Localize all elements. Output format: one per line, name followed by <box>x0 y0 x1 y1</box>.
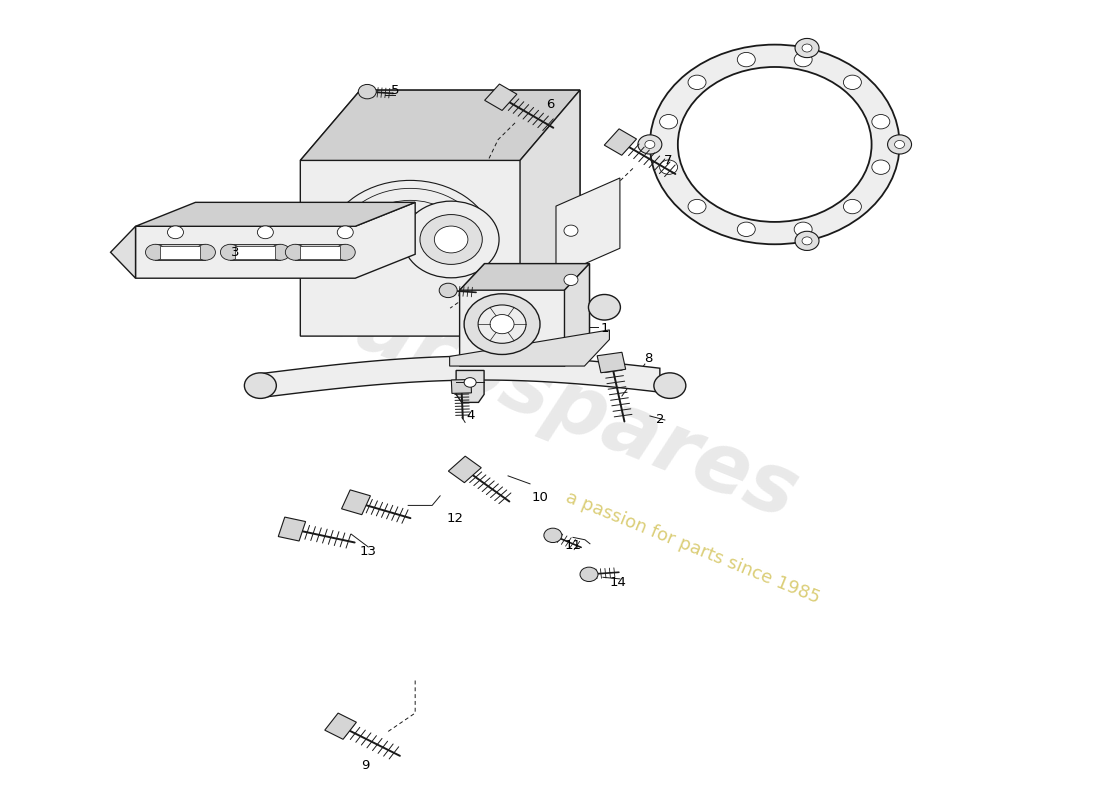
Circle shape <box>420 214 482 264</box>
Text: 13: 13 <box>360 546 376 558</box>
Circle shape <box>894 141 904 149</box>
Text: 5: 5 <box>390 85 399 98</box>
Text: 11: 11 <box>564 539 582 552</box>
Circle shape <box>888 135 912 154</box>
Text: 9: 9 <box>361 759 370 772</box>
Circle shape <box>645 141 654 149</box>
Circle shape <box>660 114 678 129</box>
Text: 4: 4 <box>466 410 474 422</box>
Polygon shape <box>135 202 415 278</box>
Polygon shape <box>235 246 275 258</box>
Text: 12: 12 <box>447 512 463 525</box>
Circle shape <box>653 373 685 398</box>
Text: 8: 8 <box>644 352 652 365</box>
Text: 2: 2 <box>656 414 664 426</box>
Circle shape <box>244 373 276 398</box>
Circle shape <box>737 222 756 237</box>
Polygon shape <box>460 264 590 290</box>
Polygon shape <box>604 129 637 155</box>
Circle shape <box>491 314 514 334</box>
Circle shape <box>794 53 812 66</box>
Circle shape <box>338 226 353 238</box>
Circle shape <box>737 53 756 66</box>
Text: 10: 10 <box>531 491 549 504</box>
Circle shape <box>660 160 678 174</box>
Circle shape <box>588 294 620 320</box>
Circle shape <box>802 237 812 245</box>
Circle shape <box>844 75 861 90</box>
Polygon shape <box>485 84 517 110</box>
Circle shape <box>688 75 706 90</box>
Polygon shape <box>342 490 371 514</box>
Polygon shape <box>456 370 484 402</box>
Polygon shape <box>449 456 481 482</box>
Circle shape <box>872 114 890 129</box>
Polygon shape <box>230 244 280 260</box>
Circle shape <box>564 225 578 236</box>
Polygon shape <box>135 202 415 226</box>
Circle shape <box>638 135 662 154</box>
Polygon shape <box>155 244 206 260</box>
Circle shape <box>167 226 184 238</box>
Polygon shape <box>460 264 590 366</box>
Polygon shape <box>451 379 472 394</box>
Text: 14: 14 <box>609 575 626 589</box>
Circle shape <box>688 199 706 214</box>
Polygon shape <box>161 246 200 258</box>
Circle shape <box>464 378 476 387</box>
Circle shape <box>220 244 241 260</box>
Circle shape <box>543 528 562 542</box>
Polygon shape <box>295 244 345 260</box>
Circle shape <box>678 67 871 222</box>
Polygon shape <box>261 356 660 398</box>
Circle shape <box>650 45 900 244</box>
Circle shape <box>257 226 273 238</box>
Text: 1: 1 <box>601 322 609 334</box>
Circle shape <box>478 305 526 343</box>
Circle shape <box>196 244 216 260</box>
Circle shape <box>464 294 540 354</box>
Circle shape <box>564 274 578 286</box>
Polygon shape <box>278 517 306 541</box>
Polygon shape <box>300 90 580 161</box>
Polygon shape <box>111 226 135 278</box>
Polygon shape <box>300 90 580 336</box>
Text: 7: 7 <box>663 154 672 167</box>
Circle shape <box>872 160 890 174</box>
Circle shape <box>336 244 355 260</box>
Circle shape <box>439 283 458 298</box>
Polygon shape <box>450 330 609 366</box>
Polygon shape <box>556 178 620 276</box>
Polygon shape <box>324 713 356 739</box>
Text: 3: 3 <box>231 246 240 258</box>
Circle shape <box>271 244 290 260</box>
Polygon shape <box>300 246 340 258</box>
Circle shape <box>795 231 820 250</box>
Circle shape <box>359 85 376 99</box>
Circle shape <box>580 567 598 582</box>
Circle shape <box>844 199 861 214</box>
Circle shape <box>285 244 306 260</box>
Circle shape <box>434 226 468 253</box>
Text: eurospares: eurospares <box>290 264 810 536</box>
Text: a passion for parts since 1985: a passion for parts since 1985 <box>563 488 823 607</box>
Circle shape <box>794 222 812 237</box>
Circle shape <box>145 244 165 260</box>
Polygon shape <box>564 264 590 366</box>
Polygon shape <box>597 352 626 373</box>
Text: 6: 6 <box>546 98 554 111</box>
Polygon shape <box>520 90 580 336</box>
Circle shape <box>795 38 820 58</box>
Circle shape <box>404 201 499 278</box>
Circle shape <box>802 44 812 52</box>
